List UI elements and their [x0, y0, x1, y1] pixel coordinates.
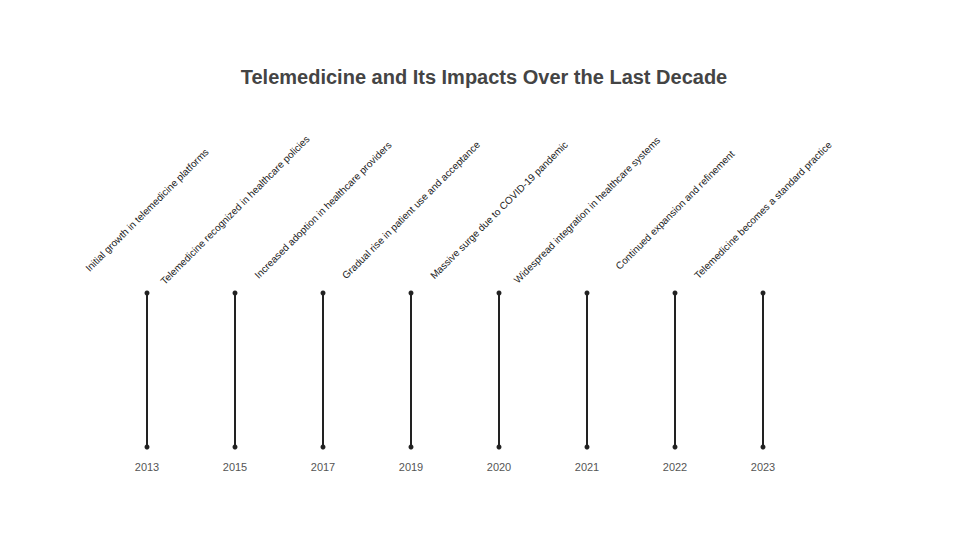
svg-text:2023: 2023 [751, 461, 775, 473]
svg-text:Gradual rise in patient use an: Gradual rise in patient use and acceptan… [340, 139, 482, 281]
svg-text:Telemedicine recognized in hea: Telemedicine recognized in healthcare po… [158, 133, 311, 286]
svg-text:Widespread integration in heal: Widespread integration in healthcare sys… [512, 135, 663, 286]
svg-text:2015: 2015 [223, 461, 247, 473]
svg-text:Massive surge due to COVID-19: Massive surge due to COVID-19 pandemic [428, 139, 570, 281]
svg-text:2020: 2020 [487, 461, 511, 473]
svg-text:2013: 2013 [135, 461, 159, 473]
svg-text:Continued expansion and refine: Continued expansion and refinement [613, 148, 737, 272]
svg-text:Initial growth in telemedicine: Initial growth in telemedicine platforms [83, 146, 211, 274]
svg-text:2021: 2021 [575, 461, 599, 473]
svg-text:2022: 2022 [663, 461, 687, 473]
svg-text:2017: 2017 [311, 461, 335, 473]
svg-text:Telemedicine and Its Impacts O: Telemedicine and Its Impacts Over the La… [241, 66, 727, 88]
svg-text:2019: 2019 [399, 461, 423, 473]
svg-text:Increased adoption in healthca: Increased adoption in healthcare provide… [252, 139, 393, 280]
svg-text:Telemedicine becomes a standar: Telemedicine becomes a standard practice [692, 139, 834, 281]
